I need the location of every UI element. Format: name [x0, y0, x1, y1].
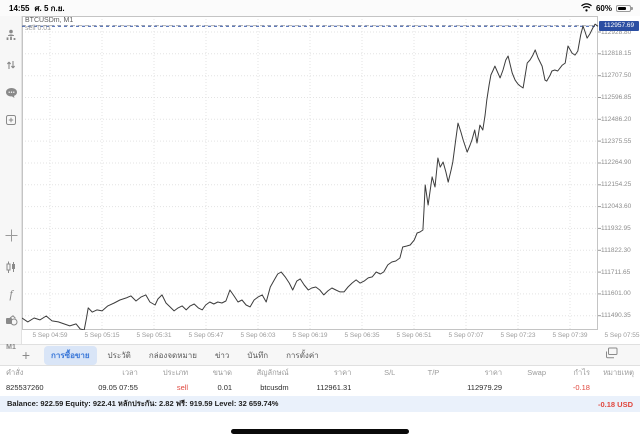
time-axis-label: 5 Sep 06:51 [396, 332, 432, 339]
tab-3[interactable]: ข่าว [214, 350, 230, 360]
price-axis-label: 112818.15 [601, 50, 632, 58]
price-axis-label: 112596.85 [601, 93, 632, 101]
cell-2: sell [176, 383, 189, 392]
tab-0[interactable]: การซื้อขาย [44, 345, 97, 365]
time-axis-label: 5 Sep 07:39 [552, 332, 588, 339]
status-bar: 14:55 ศ. 5 ก.ย. 60% [0, 0, 640, 16]
timeframe-button[interactable]: M1 [0, 336, 22, 358]
time-axis-label: 5 Sep 06:03 [240, 332, 276, 339]
col-header-8[interactable]: ราคา [484, 367, 503, 377]
account-icon[interactable] [0, 24, 22, 46]
price-axis-label: 112707.50 [601, 72, 632, 80]
chart-position-label: sell 0.01 [25, 25, 52, 32]
trade-arrows-icon[interactable] [0, 54, 22, 76]
time-axis-label: 5 Sep 07:23 [500, 332, 536, 339]
main-area: f M1 BTCUSDm, M1 sell 0.01 112928.80 1128… [0, 16, 640, 351]
price-axis-label: 112043.60 [601, 203, 632, 211]
add-chart-button[interactable]: + [21, 347, 31, 363]
chart-symbol-label: BTCUSDm, M1 [25, 17, 74, 24]
cell-3: 0.01 [217, 383, 233, 392]
left-toolbar: f M1 [0, 16, 22, 351]
crosshair-icon[interactable] [0, 224, 22, 246]
chart-canvas[interactable]: BTCUSDm, M1 sell 0.01 112928.80 112818.15… [21, 16, 640, 344]
time-axis-label: 5 Sep 04:59 [32, 332, 68, 339]
clock: 14:55 [9, 3, 30, 13]
tab-list: การซื้อขาย ประวัติ กล่องจดหมาย ข่าว บันทึก กา… [44, 345, 326, 365]
time-axis-label: 5 Sep 05:47 [188, 332, 224, 339]
tab-1[interactable]: ประวัติ [107, 350, 131, 360]
new-order-icon[interactable] [0, 109, 22, 131]
col-header-9[interactable]: Swap [527, 368, 547, 377]
time-axis-label: 5 Sep 05:31 [136, 332, 172, 339]
cell-4: btcusdm [260, 383, 289, 392]
time-axis-label: 5 Sep 05:15 [84, 332, 120, 339]
price-axis-label: 111490.35 [601, 312, 631, 320]
price-axis-label: 112154.25 [601, 181, 632, 189]
cell-0: 825537260 [6, 383, 44, 392]
price-axis-label: 111822.30 [601, 246, 631, 254]
objects-icon[interactable] [0, 310, 22, 332]
cascade-windows-icon[interactable] [605, 346, 618, 364]
col-header-5[interactable]: ราคา [333, 367, 352, 377]
account-summary-text: Balance: 922.59 Equity: 922.41 หลักประกั… [7, 399, 279, 408]
price-axis-label: 112375.55 [601, 137, 632, 145]
chat-icon[interactable] [0, 82, 22, 104]
home-indicator[interactable] [231, 429, 409, 434]
cell-8: 112979.29 [467, 383, 503, 392]
cell-10: -0.18 [572, 383, 590, 392]
footer [0, 412, 640, 447]
tab-2[interactable]: กล่องจดหมาย [148, 350, 197, 360]
col-header-11[interactable]: หมายเหตุ [603, 367, 634, 377]
price-axis-label: 111601.00 [601, 290, 631, 298]
chart-type-icon[interactable] [0, 256, 22, 278]
col-header-10[interactable]: กำไร [573, 367, 590, 377]
tab-4[interactable]: บันทึก [247, 350, 269, 360]
wifi-icon [581, 2, 592, 14]
chart-header: BTCUSDm, M1 sell 0.01 [25, 17, 73, 33]
price-chart[interactable] [21, 16, 618, 335]
tab-5[interactable]: การตั้งค่า [286, 350, 319, 360]
timeframe-label: M1 [6, 343, 16, 351]
time-axis-label: 5 Sep 06:19 [292, 332, 328, 339]
col-header-1[interactable]: เวลา [122, 367, 138, 377]
status-date: ศ. 5 ก.ย. [34, 3, 65, 13]
time-axis[interactable]: 5 Sep 04:59 5 Sep 05:15 5 Sep 05:31 5 Sep 0… [22, 332, 640, 344]
col-header-2[interactable]: ประเภท [162, 367, 189, 377]
order-row[interactable]: 825537260 09.05 07:55 sell 0.01 btcusdm 11296… [0, 379, 640, 396]
cell-5: 112961.31 [316, 383, 352, 392]
account-summary-bar: Balance: 922.59 Equity: 922.41 หลักประกั… [0, 396, 640, 412]
price-axis-label: 112264.90 [601, 159, 632, 167]
cell-1: 09.05 07:55 [98, 383, 138, 392]
price-axis-label: 111932.95 [601, 224, 631, 232]
orders-table-header: คำสั่ง เวลา ประเภท ขนาด สัญลักษณ์ ราคา S/L T/P ร… [0, 366, 640, 379]
battery-percent: 60% [595, 3, 612, 13]
indicators-icon[interactable]: f [9, 286, 13, 301]
time-axis-label: 5 Sep 07:55 [604, 332, 640, 339]
col-header-4[interactable]: สัญลักษณ์ [256, 367, 289, 377]
price-axis-label: 111711.65 [601, 268, 631, 276]
floating-profit: -0.18 USD [597, 399, 633, 409]
col-header-7[interactable]: T/P [427, 368, 440, 377]
col-header-3[interactable]: ขนาด [212, 367, 233, 377]
col-header-6[interactable]: S/L [384, 368, 396, 377]
battery-icon [616, 4, 633, 12]
time-axis-label: 5 Sep 07:07 [448, 332, 484, 339]
price-axis-label: 112928.80 [601, 28, 632, 36]
price-axis-label: 112486.20 [601, 115, 632, 123]
time-axis-label: 5 Sep 06:35 [344, 332, 380, 339]
col-header-0[interactable]: คำสั่ง [6, 367, 24, 377]
current-price-badge: 112957.69 [599, 21, 639, 32]
bottom-tab-bar: + การซื้อขาย ประวัติ กล่องจดหมาย ข่าว บันทึก… [0, 344, 640, 366]
